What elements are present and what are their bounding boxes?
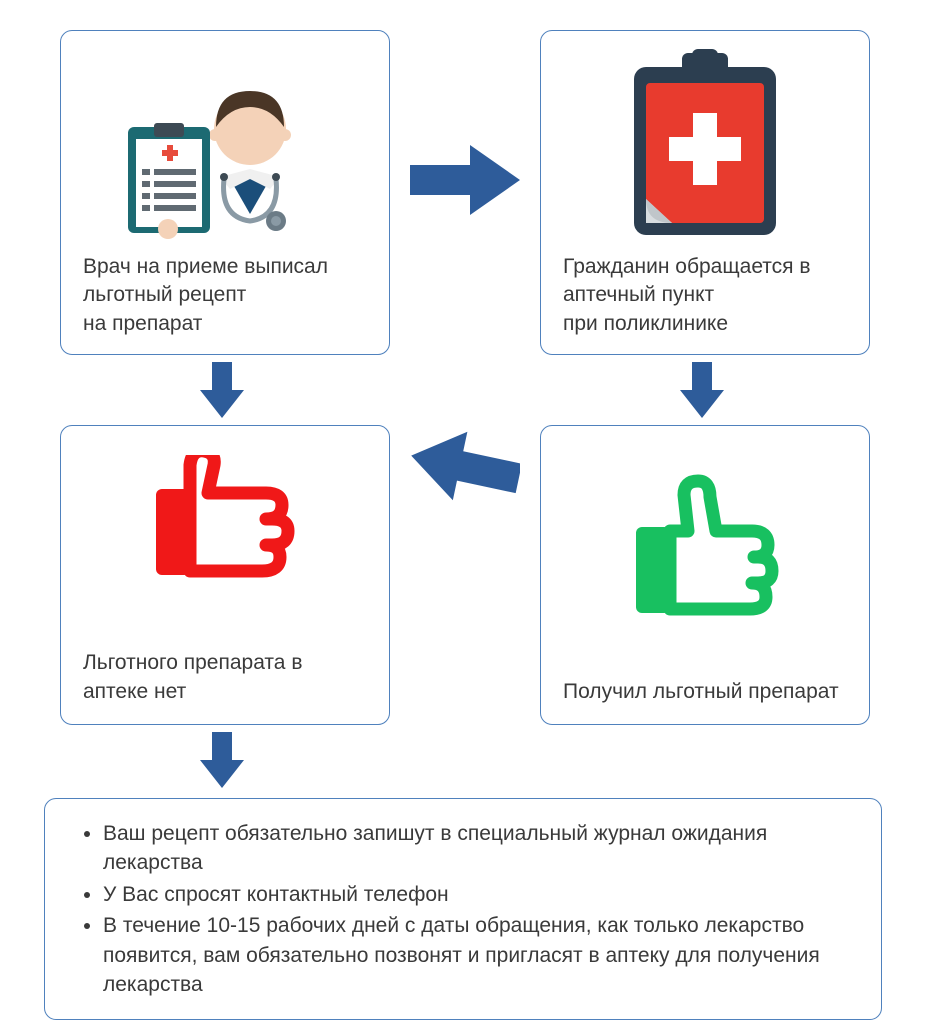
arrow-down-icon bbox=[200, 732, 244, 793]
arrow-down-icon bbox=[200, 362, 244, 423]
info-item: Ваш рецепт обязательно запишут в специал… bbox=[103, 819, 853, 878]
doctor-icon bbox=[83, 49, 367, 239]
card-got-drug-text: Получил льготный препарат bbox=[563, 678, 847, 706]
arrow-left-icon bbox=[410, 430, 520, 509]
card-pharmacy: Гражданин обращается в аптечный пунктпри… bbox=[540, 30, 870, 355]
thumbs-down-icon bbox=[83, 444, 367, 635]
card-got-drug: Получил льготный препарат bbox=[540, 425, 870, 725]
medical-clipboard-icon bbox=[563, 49, 847, 239]
card-no-drug: Льготного препарата в аптеке нет bbox=[60, 425, 390, 725]
card-pharmacy-text: Гражданин обращается в аптечный пунктпри… bbox=[563, 253, 847, 338]
info-item: У Вас спросят контактный телефон bbox=[103, 880, 853, 909]
card-doctor-text: Врач на приеме выписал льготный рецептна… bbox=[83, 253, 367, 338]
info-list: Ваш рецепт обязательно запишут в специал… bbox=[55, 819, 853, 999]
thumbs-up-icon bbox=[563, 444, 847, 664]
card-no-drug-text: Льготного препарата в аптеке нет bbox=[83, 649, 367, 706]
arrow-down-icon bbox=[680, 362, 724, 423]
info-item: В течение 10-15 рабочих дней с даты обра… bbox=[103, 911, 853, 999]
info-box: Ваш рецепт обязательно запишут в специал… bbox=[44, 798, 882, 1020]
card-doctor: Врач на приеме выписал льготный рецептна… bbox=[60, 30, 390, 355]
arrow-right-icon bbox=[410, 145, 520, 220]
